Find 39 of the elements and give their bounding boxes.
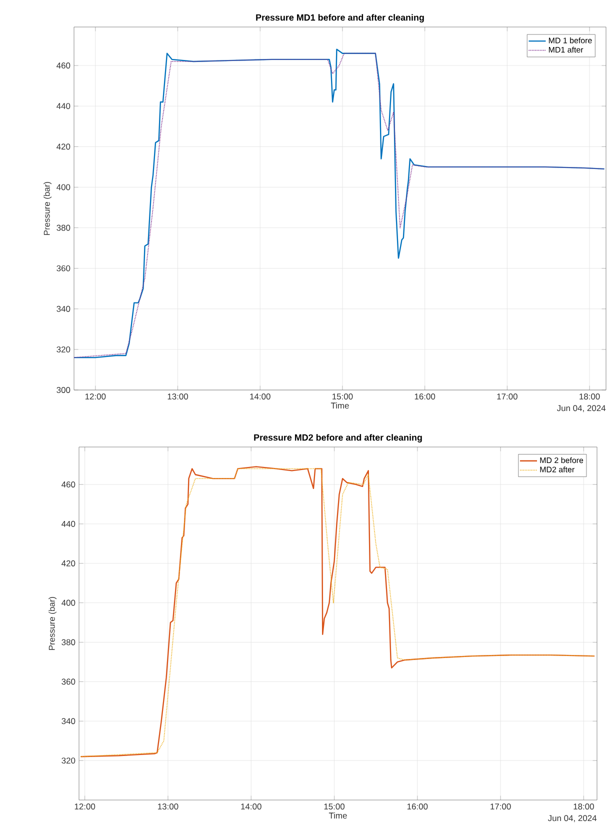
y-axis-title: Pressure (bar) bbox=[44, 182, 52, 235]
x-tick-label: 14:00 bbox=[250, 394, 270, 400]
y-tick-label: 380 bbox=[62, 639, 76, 646]
x-axis-title: Time bbox=[328, 812, 347, 819]
y-tick-label: 420 bbox=[56, 144, 70, 150]
y-tick-label: 460 bbox=[62, 481, 76, 488]
chart-title: Pressure MD1 before and after cleaning bbox=[256, 14, 424, 22]
x-tick-label: 18:00 bbox=[574, 804, 594, 810]
text: Jun 04, 2024 bbox=[556, 405, 606, 412]
x-tick-label: 16:00 bbox=[414, 394, 436, 400]
x-tick-label: 15:00 bbox=[332, 394, 353, 400]
y-tick-label: 400 bbox=[62, 600, 76, 606]
x-tick-label: 16:00 bbox=[407, 804, 428, 810]
y-tick-label: 340 bbox=[62, 718, 76, 724]
x-tick-label: 17:00 bbox=[490, 804, 511, 810]
x-tick-label: 18:00 bbox=[580, 394, 600, 400]
y-tick-label: 360 bbox=[56, 265, 70, 272]
x-tick-label: 14:00 bbox=[241, 804, 262, 810]
chart-title: Pressure MD2 before and after cleaning bbox=[254, 434, 422, 442]
y-tick-label: 400 bbox=[56, 184, 70, 190]
y-tick-label: 300 bbox=[56, 387, 70, 393]
y-tick-label: 380 bbox=[56, 224, 70, 231]
x-axis-title: Time bbox=[330, 402, 349, 409]
y-tick-label: 440 bbox=[56, 103, 70, 110]
y-tick-label: 340 bbox=[56, 306, 70, 312]
y-tick-label: 440 bbox=[62, 520, 76, 527]
x-tick-label: 17:00 bbox=[497, 394, 518, 400]
x-tick-label: 12:00 bbox=[85, 394, 106, 400]
x-tick-label: 12:00 bbox=[74, 804, 96, 810]
y-tick-label: 420 bbox=[62, 560, 76, 566]
y-tick-label: 320 bbox=[62, 758, 76, 764]
x-tick-label: 13:00 bbox=[168, 394, 188, 400]
x-tick-label: 13:00 bbox=[158, 804, 178, 810]
y-axis-title: Pressure (bar) bbox=[48, 596, 56, 650]
y-tick-label: 320 bbox=[56, 346, 70, 352]
x-tick-label: 15:00 bbox=[324, 804, 345, 810]
y-tick-label: 360 bbox=[62, 678, 76, 685]
text: Jun 04, 2024 bbox=[548, 815, 597, 822]
y-tick-label: 460 bbox=[56, 62, 70, 69]
